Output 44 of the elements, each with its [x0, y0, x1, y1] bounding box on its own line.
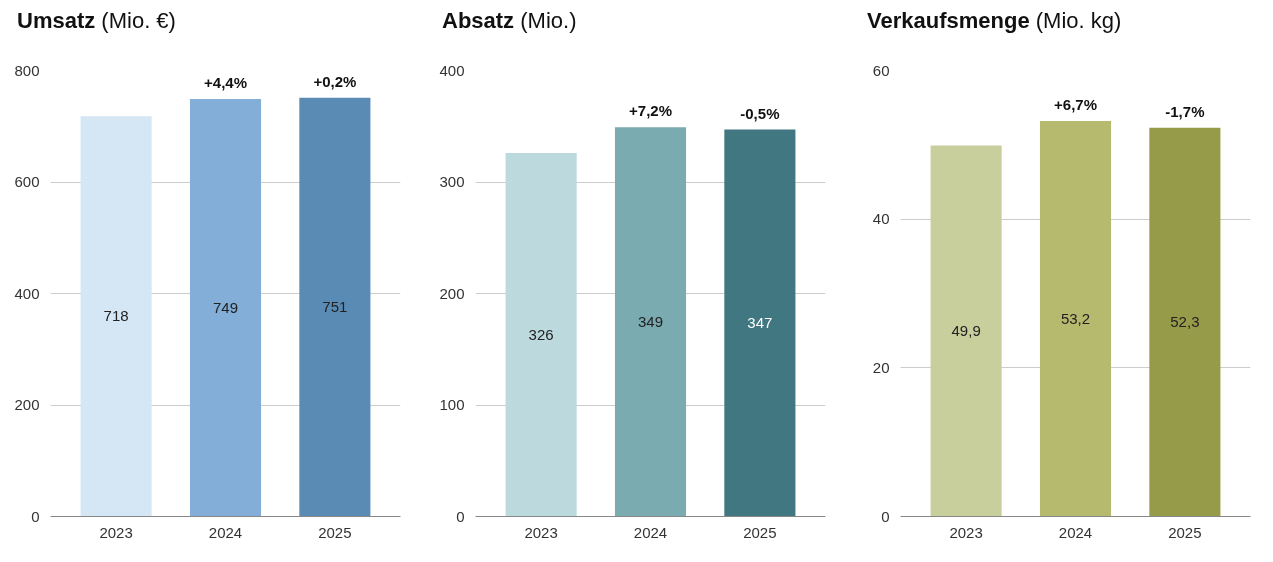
- data-label: 49,9: [951, 322, 981, 340]
- y-tick-label: 20: [872, 358, 890, 376]
- x-tick-label: 2024: [1058, 523, 1093, 541]
- y-tick-label: 400: [14, 284, 40, 302]
- x-tick-label: 2025: [318, 523, 352, 541]
- y-tick-label: 0: [31, 507, 40, 525]
- y-tick-label: 60: [872, 61, 890, 79]
- y-tick-label: 100: [439, 396, 465, 413]
- annotation: +7,2%: [629, 102, 672, 120]
- x-tick-label: 2023: [949, 523, 983, 541]
- annotation: +0,2%: [313, 72, 357, 90]
- y-tick-label: 300: [439, 173, 465, 190]
- annotation: -0,5%: [740, 104, 780, 122]
- x-tick-label: 2023: [524, 523, 558, 541]
- chart-title: Umsatz: [17, 8, 96, 33]
- y-tick-label: 40: [872, 210, 890, 228]
- data-label: 718: [103, 307, 129, 325]
- data-label: 347: [747, 314, 773, 332]
- x-tick-label: 2025: [743, 523, 777, 541]
- y-tick-label: 600: [14, 173, 40, 190]
- chart-subtitle: (Mio. kg): [1035, 8, 1122, 33]
- y-tick-label: 800: [14, 61, 40, 79]
- y-tick-label: 400: [439, 61, 465, 79]
- chart-title: Absatz: [442, 8, 515, 33]
- x-tick-label: 2024: [633, 523, 668, 541]
- chart-title: Verkaufsmenge: [867, 8, 1030, 33]
- data-label: 749: [212, 298, 239, 316]
- annotation: +4,4%: [204, 73, 247, 91]
- data-label: 52,3: [1170, 313, 1200, 331]
- y-tick-label: 200: [14, 396, 40, 413]
- y-tick-label: 200: [439, 284, 465, 302]
- data-label: 326: [528, 325, 554, 343]
- annotation: -1,7%: [1165, 102, 1205, 120]
- x-tick-label: 2023: [99, 523, 133, 541]
- y-tick-label: 0: [881, 507, 890, 525]
- x-tick-label: 2025: [1168, 523, 1202, 541]
- y-tick-label: 0: [456, 507, 465, 525]
- data-label: 751: [322, 298, 348, 316]
- x-tick-label: 2024: [208, 523, 243, 541]
- data-label: 349: [637, 312, 664, 330]
- annotation: +6,7%: [1054, 96, 1097, 114]
- data-label: 53,2: [1060, 309, 1091, 327]
- chart-subtitle: (Mio. €): [101, 8, 176, 33]
- chart-subtitle: (Mio.): [520, 8, 577, 33]
